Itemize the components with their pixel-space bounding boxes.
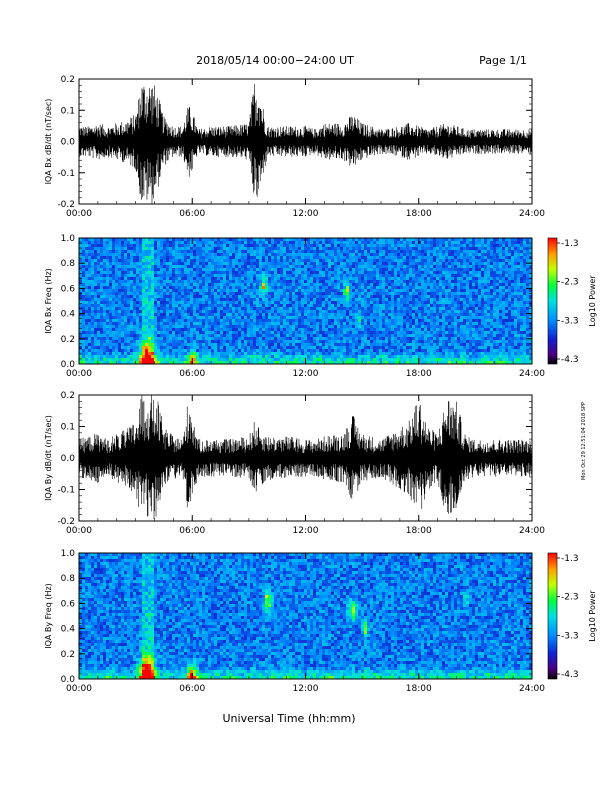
bx-spectrogram-y-tick-label: 0.8 <box>61 259 76 269</box>
x-axis-title: Universal Time (hh:mm) <box>223 712 356 725</box>
by-spectrogram-y-tick-label: 0.2 <box>61 650 75 660</box>
bx-waveform-y-tick-label: 0.2 <box>61 75 75 85</box>
by-waveform-y-tick-label: 0.1 <box>61 423 75 433</box>
bx-spectrogram-colorbar-tick-label: -3.3 <box>561 316 579 326</box>
by-waveform-panel: 00:00 06:00 12:00 18:00 24:00 -0.2 -0.1 0.0 0.1 0… <box>44 391 545 536</box>
by-waveform-ylabel: IQA By dB/dt (nT/sec) <box>44 415 53 501</box>
bx-waveform-trace <box>78 84 533 204</box>
by-waveform-x-tick-label: 00:00 <box>66 526 92 536</box>
bx-spectrogram-x-tick-label: 06:00 <box>179 369 205 379</box>
by-spectrogram-colorbar-tick-label: -1.3 <box>561 554 579 564</box>
by-spectrogram-x-tick-label: 18:00 <box>406 684 432 694</box>
bx-waveform-x-tick-label: 18:00 <box>406 209 432 219</box>
side-timestamp: Mon Oct 29 12:51:04 2018 SPP <box>581 402 587 480</box>
bx-spectrogram-y-tick-label: 0.4 <box>61 310 76 320</box>
by-spectrogram-colorbar-label: Log10 Power <box>588 590 597 642</box>
bx-spectrogram-y-tick-label: 0.0 <box>61 360 76 370</box>
by-spectrogram-x-tick-label: 00:00 <box>66 684 92 694</box>
by-waveform-x-tick-label: 12:00 <box>293 526 319 536</box>
by-spectrogram-panel: 00:00 06:00 12:00 18:00 24:00 0.0 0.2 0.4 0.6 0.8… <box>44 549 597 694</box>
by-waveform-y-tick-label: -0.2 <box>57 517 75 527</box>
by-waveform-x-tick-label: 18:00 <box>406 526 432 536</box>
by-waveform-y-tick-label: -0.1 <box>57 486 75 496</box>
bx-spectrogram-y-tick-label: 0.2 <box>61 335 75 345</box>
bx-waveform-x-tick-label: 06:00 <box>179 209 205 219</box>
bx-spectrogram-y-tick-label: 0.6 <box>61 284 76 294</box>
bx-waveform-x-tick-label: 12:00 <box>293 209 319 219</box>
bx-waveform-ylabel: IQA Bx dB/dt (nT/sec) <box>44 99 53 185</box>
bx-spectrogram-ylabel: IQA Bx Freq (Hz) <box>44 268 53 334</box>
bx-spectrogram-x-tick-label: 24:00 <box>519 369 545 379</box>
bx-waveform-y-tick-label: -0.1 <box>57 169 75 179</box>
by-spectrogram-y-tick-label: 0.4 <box>61 625 76 635</box>
bx-waveform-y-tick-label: 0.0 <box>61 138 76 148</box>
by-spectrogram-y-tick-label: 0.8 <box>61 574 76 584</box>
by-waveform-y-tick-label: 0.0 <box>61 454 76 464</box>
by-waveform-x-tick-label: 24:00 <box>519 526 545 536</box>
bx-spectrogram-colorbar-tick-label: -1.3 <box>561 239 579 249</box>
bx-waveform-panel: 00:00 06:00 12:00 18:00 24:00 -0.2 -0.1 0.0 0.1 0… <box>44 75 545 219</box>
bx-waveform-y-tick-label: 0.1 <box>61 106 75 116</box>
by-spectrogram-x-tick-label: 24:00 <box>519 684 545 694</box>
header-page-number: Page 1/1 <box>479 54 527 67</box>
bx-spectrogram-colorbar-tick-label: -2.3 <box>561 278 579 288</box>
bx-spectrogram-panel: 00:00 06:00 12:00 18:00 24:00 0.0 0.2 0.4 0.6 0.8… <box>44 234 597 379</box>
bx-spectrogram-colorbar-label: Log10 Power <box>588 275 597 327</box>
by-spectrogram-y-tick-label: 1.0 <box>61 549 76 559</box>
by-waveform-x-tick-label: 06:00 <box>179 526 205 536</box>
header-date-range: 2018/05/14 00:00−24:00 UT <box>196 54 354 67</box>
bx-waveform-y-tick-label: -0.2 <box>57 200 75 210</box>
bx-spectrogram-colorbar-tick-label: -4.3 <box>561 355 579 365</box>
bx-spectrogram-x-tick-label: 18:00 <box>406 369 432 379</box>
bx-spectrogram-y-tick-label: 1.0 <box>61 234 76 244</box>
by-waveform-trace <box>78 395 533 519</box>
by-waveform-y-tick-label: 0.2 <box>61 391 75 401</box>
bx-spectrogram-x-tick-label: 12:00 <box>293 369 319 379</box>
by-spectrogram-y-tick-label: 0.0 <box>61 675 76 685</box>
by-spectrogram-colorbar-tick-label: -3.3 <box>561 631 579 641</box>
by-spectrogram-x-tick-label: 12:00 <box>293 684 319 694</box>
by-spectrogram-colorbar-tick-label: -4.3 <box>561 670 579 680</box>
by-spectrogram-colorbar <box>547 552 558 680</box>
bx-waveform-x-tick-label: 00:00 <box>66 209 92 219</box>
bx-spectrogram-cells <box>79 238 532 364</box>
bx-spectrogram-x-tick-label: 00:00 <box>66 369 92 379</box>
by-spectrogram-cells <box>79 553 532 679</box>
bx-waveform-x-tick-label: 24:00 <box>519 209 545 219</box>
by-spectrogram-y-tick-label: 0.6 <box>61 599 76 609</box>
by-spectrogram-x-tick-label: 06:00 <box>179 684 205 694</box>
bx-spectrogram-colorbar <box>547 237 558 365</box>
by-spectrogram-ylabel: IQA By Freq (Hz) <box>44 583 53 649</box>
by-spectrogram-colorbar-tick-label: -2.3 <box>561 593 579 603</box>
